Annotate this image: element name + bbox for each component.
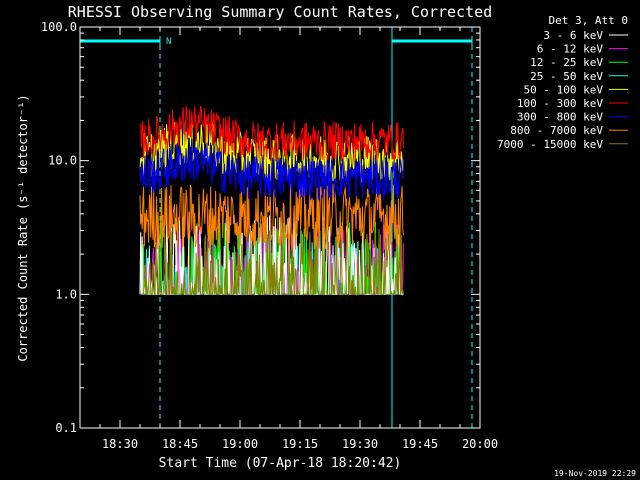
date-stamp: 19-Nov-2019 22:29 <box>554 469 636 478</box>
x-tick-label-1: 18:45 <box>162 437 198 451</box>
x-tick-label-4: 19:30 <box>342 437 378 451</box>
x-tick-label-5: 19:45 <box>402 437 438 451</box>
y-tick-label-0: 0.1 <box>55 421 77 435</box>
series-line-6 <box>139 139 404 202</box>
x-tick-label-3: 19:15 <box>282 437 318 451</box>
chart-title: RHESSI Observing Summary Count Rates, Co… <box>68 3 492 21</box>
x-tick-label-2: 19:00 <box>222 437 258 451</box>
legend-header: Det 3, Att 0 <box>549 14 628 27</box>
series-line-7 <box>139 183 404 251</box>
night-marker-label: N <box>166 37 171 47</box>
series-line-0 <box>139 214 404 296</box>
series-line-8 <box>140 227 404 296</box>
y-tick-label-3: 100.0 <box>41 20 77 34</box>
y-tick-label-1: 1.0 <box>55 287 77 301</box>
legend-label-1: 6 - 12 keV <box>537 43 604 56</box>
x-axis-label: Start Time (07-Apr-18 18:20:42) <box>159 456 402 471</box>
legend-label-7: 800 - 7000 keV <box>510 124 603 137</box>
legend-label-4: 50 - 100 keV <box>524 83 604 96</box>
data-series <box>139 105 404 296</box>
legend-label-6: 300 - 800 keV <box>517 111 603 124</box>
series-line-5 <box>139 105 404 161</box>
legend-label-3: 25 - 50 keV <box>530 70 603 83</box>
legend-label-5: 100 - 300 keV <box>517 97 603 110</box>
y-axis-label: Corrected Count Rate (s⁻¹ detector⁻¹) <box>16 94 30 361</box>
legend-label-0: 3 - 6 keV <box>543 29 603 42</box>
x-tick-label-0: 18:30 <box>102 437 138 451</box>
legend-label-8: 7000 - 15000 keV <box>497 138 603 151</box>
y-tick-label-2: 10.0 <box>48 154 77 168</box>
axes: 0.1 1.0 10.0 100.0 18:30 18:45 19:00 19:15 19:30… <box>41 20 498 451</box>
legend-label-2: 12 - 25 keV <box>530 56 603 69</box>
x-tick-label-6: 20:00 <box>462 437 498 451</box>
